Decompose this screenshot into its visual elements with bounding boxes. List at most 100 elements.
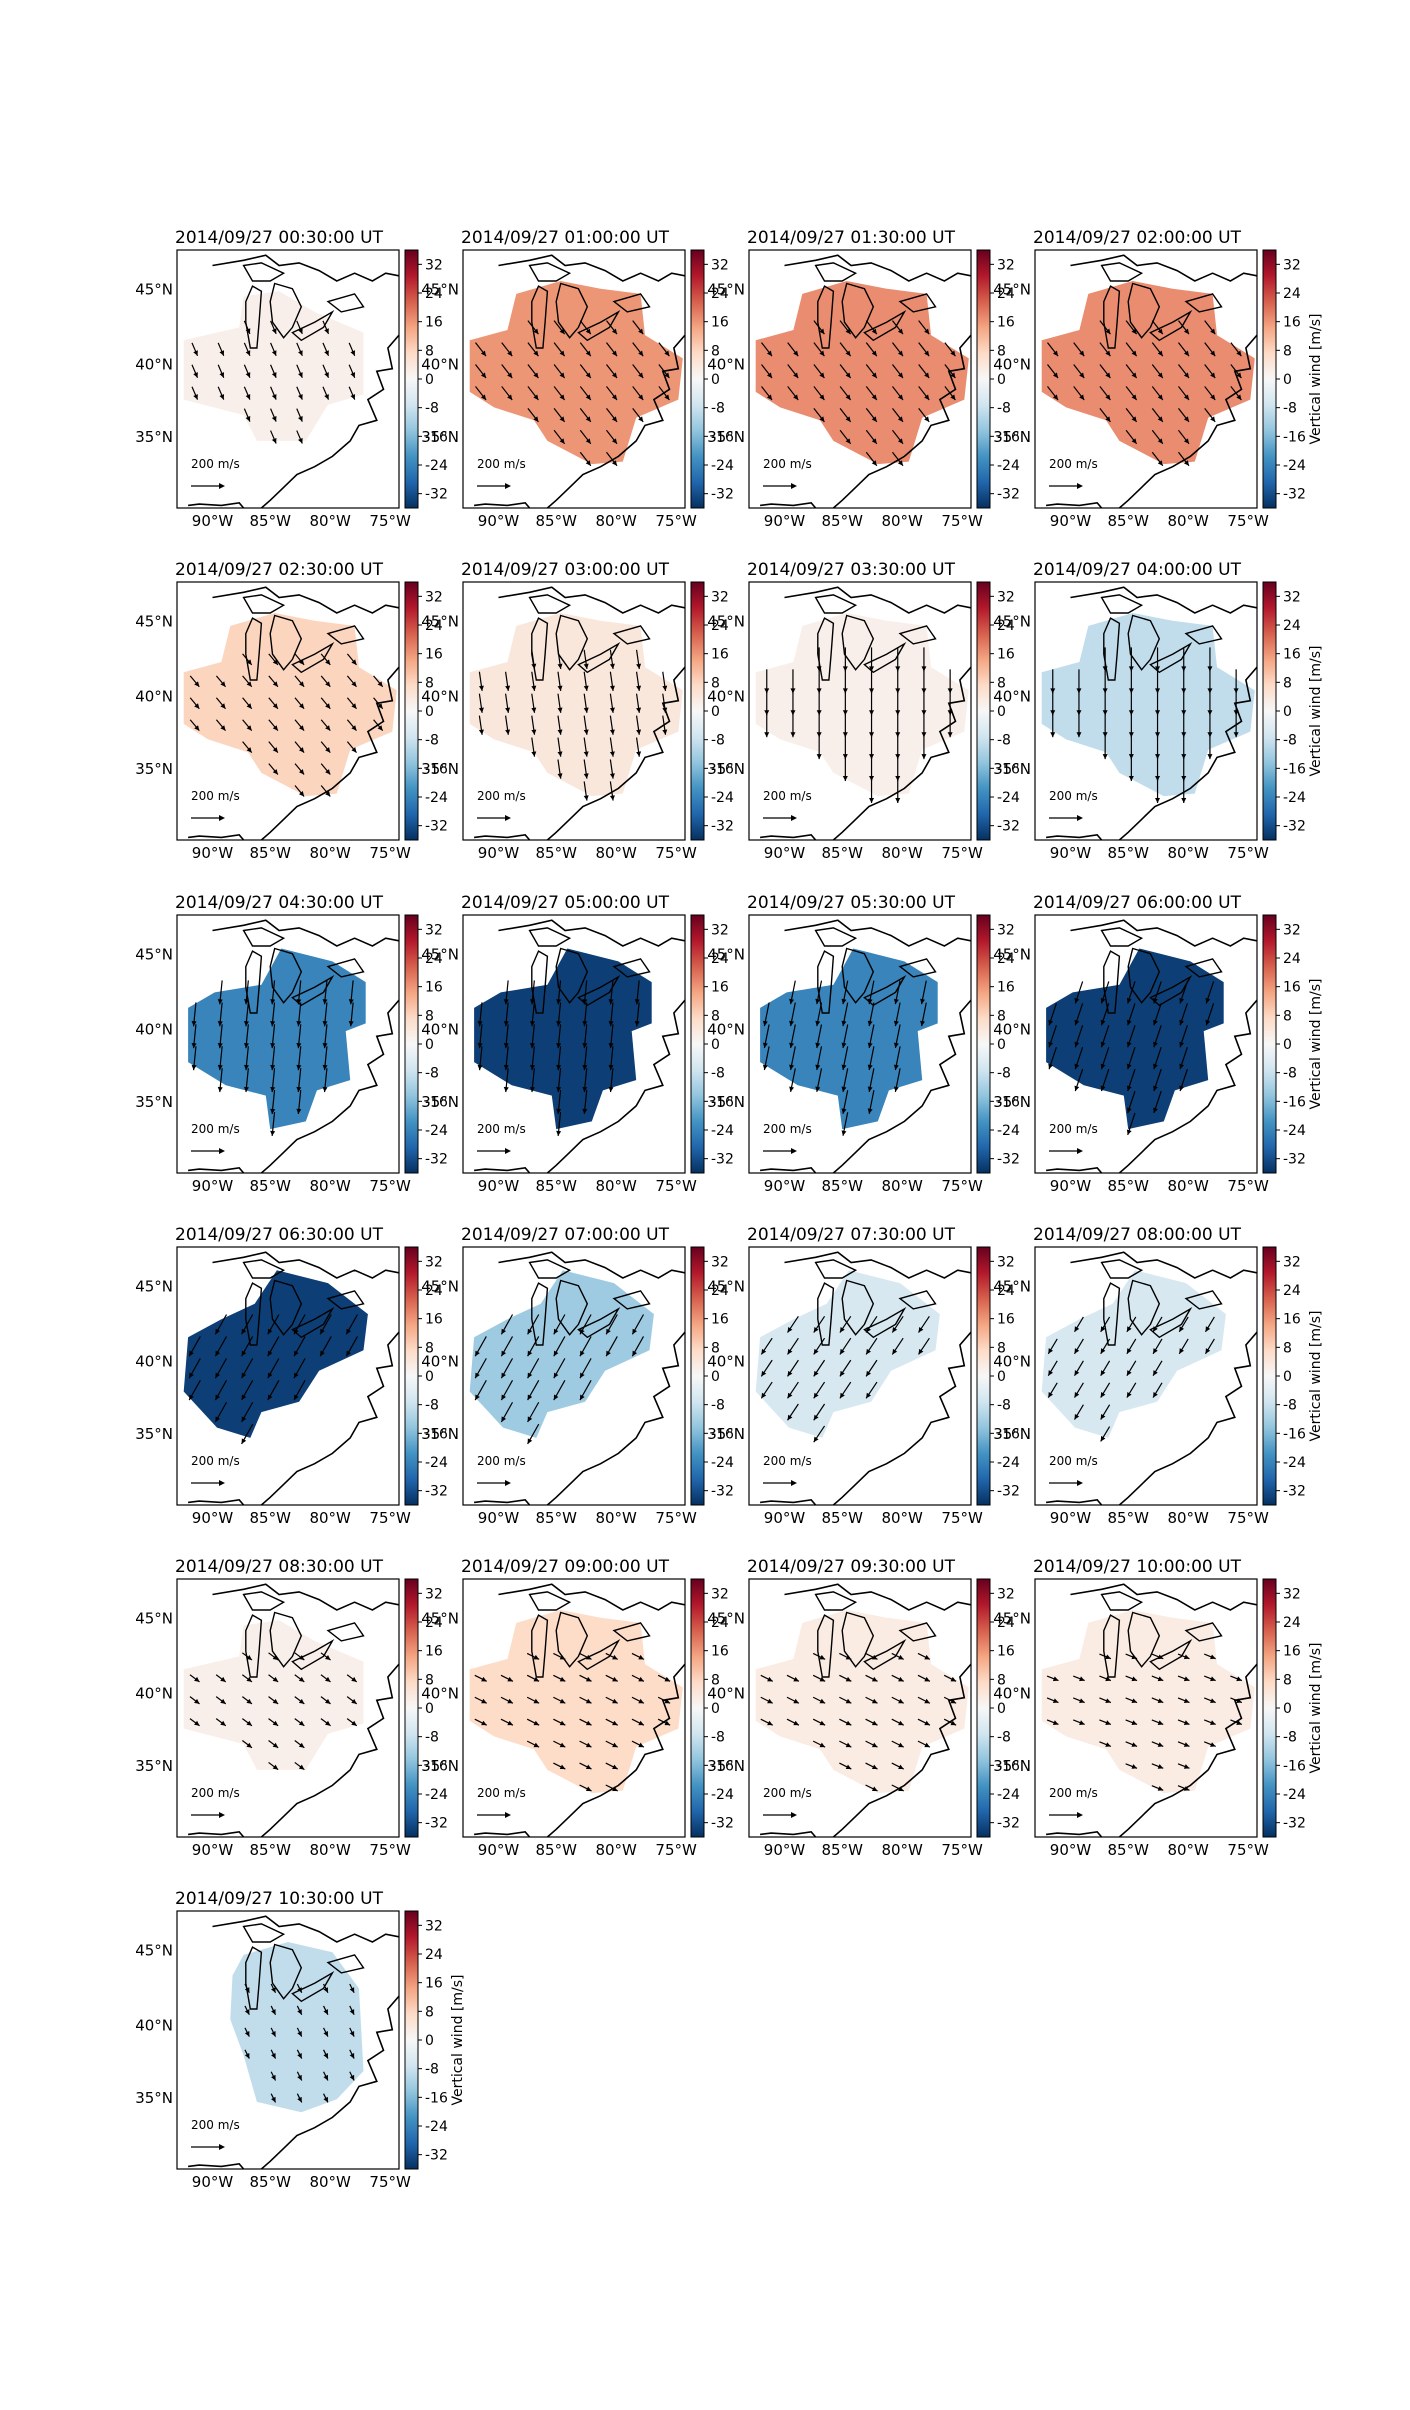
wind-arrow xyxy=(556,1090,562,1115)
wind-arrow xyxy=(1204,1338,1215,1355)
coastline xyxy=(498,1251,685,1279)
lon-tick-label: 85°W xyxy=(536,1841,578,1859)
colorbar-tick-label: -24 xyxy=(1283,458,1306,474)
colorbar: 32 24 16 8 0 -8 -16 -24 -32 xyxy=(976,1578,1020,1838)
wind-arrow xyxy=(531,671,537,691)
colorbar-tick-label: 8 xyxy=(1283,1672,1292,1688)
wind-arrow xyxy=(579,1762,592,1770)
colorbar-tick-label: -16 xyxy=(425,1758,448,1774)
wind-arrow xyxy=(188,1358,201,1379)
reference-arrow-label: 200 m/s xyxy=(191,1122,240,1136)
lake-outline xyxy=(898,958,937,978)
wind-arrow xyxy=(268,1696,279,1705)
wind-arrow xyxy=(1151,320,1164,335)
colorbar-label: Vertical wind [m/s] xyxy=(1308,1311,1324,1442)
wind-arrow xyxy=(270,1046,276,1071)
reference-arrow-label: 200 m/s xyxy=(477,789,526,803)
wind-arrow xyxy=(527,1401,540,1423)
wind-arrow xyxy=(1074,1025,1084,1048)
wind-arrow xyxy=(349,2027,355,2037)
reference-arrow: 200 m/s xyxy=(191,1454,240,1486)
lon-tick-label: 90°W xyxy=(192,844,234,862)
wind-arrow xyxy=(608,1024,614,1049)
reference-arrow: 200 m/s xyxy=(191,1786,240,1818)
wind-arrow xyxy=(865,1784,878,1792)
wind-arrow xyxy=(241,1696,253,1705)
wind-arrow xyxy=(526,1652,540,1660)
colorbar-tick-label: 0 xyxy=(711,1701,720,1717)
lat-tick-label: 45°N xyxy=(135,281,173,299)
wind-arrow xyxy=(842,735,848,760)
coastline xyxy=(474,1166,531,1173)
wind-arrow xyxy=(1204,342,1216,357)
map-frame xyxy=(1034,581,1258,841)
colorbar-tick-label: -8 xyxy=(1283,733,1297,749)
wind-arrow xyxy=(1125,1653,1138,1660)
wind-arrow xyxy=(553,1652,566,1660)
lake-outline xyxy=(531,1614,549,1678)
colorbar-tick-label: -24 xyxy=(997,458,1020,474)
wind-arrow xyxy=(662,715,668,735)
coastline xyxy=(832,1331,971,1505)
lake-outline xyxy=(326,958,365,978)
wind-arrow xyxy=(1100,1025,1110,1048)
colorbar-tick-label: -32 xyxy=(711,1152,734,1168)
wind-arrow xyxy=(1151,451,1164,467)
coastline xyxy=(260,1995,399,2169)
colorbar-tick-label: 0 xyxy=(1283,1369,1292,1385)
lat-tick-label: 35°N xyxy=(421,1425,459,1443)
lake-outline xyxy=(531,1282,549,1346)
wind-arrow xyxy=(1178,386,1190,401)
wind-arrow xyxy=(1204,386,1216,401)
lon-tick-label: 80°W xyxy=(595,1509,637,1527)
wind-arrow xyxy=(943,1718,957,1726)
wind-arrow xyxy=(270,320,277,335)
colorbar-tick-label: 32 xyxy=(425,1254,443,1270)
lon-tick-label: 80°W xyxy=(595,1841,637,1859)
wind-arrow xyxy=(529,1024,535,1049)
colorbar-tick-label: -16 xyxy=(711,429,734,445)
wind-arrow xyxy=(1203,1697,1216,1704)
wind-arrow xyxy=(1048,1025,1057,1048)
wind-arrow xyxy=(373,719,384,732)
vertical-wind-region xyxy=(469,613,683,797)
wind-arrow xyxy=(1100,1316,1111,1333)
wind-arrow xyxy=(531,649,537,670)
wind-arrow xyxy=(1151,1785,1164,1791)
panel-title: 2014/09/27 04:00:00 UT xyxy=(1033,560,1242,580)
reference-arrow: 200 m/s xyxy=(1049,1786,1098,1818)
wind-arrow xyxy=(1073,342,1085,357)
lat-tick-label: 40°N xyxy=(135,688,173,706)
coastline xyxy=(474,1498,531,1505)
wind-arrow xyxy=(841,980,849,1005)
wind-arrow xyxy=(865,386,878,401)
map-panel: 2014/09/27 10:00:00 UT 200 m/s 45°N 40°N 35°… xyxy=(993,1557,1324,1859)
colorbar-tick-label: 24 xyxy=(1283,1615,1301,1631)
lat-tick-label: 45°N xyxy=(135,613,173,631)
reference-arrow-label: 200 m/s xyxy=(191,789,240,803)
wind-arrow xyxy=(865,1381,878,1399)
wind-arrow xyxy=(346,653,357,666)
map-panel: 2014/09/27 04:00:00 UT 200 m/s 45°N 40°N 35°… xyxy=(993,560,1324,862)
reference-arrow: 200 m/s xyxy=(763,457,812,489)
wind-arrow xyxy=(241,1652,253,1661)
wind-arrow xyxy=(579,1740,592,1748)
lake-outline xyxy=(291,1970,335,2003)
lake-outline xyxy=(817,285,835,349)
lon-tick-label: 80°W xyxy=(309,1177,351,1195)
wind-arrow xyxy=(1073,1338,1084,1355)
lake-outline xyxy=(817,617,835,681)
wind-arrow xyxy=(1178,1338,1189,1355)
wind-arrow xyxy=(813,1337,826,1355)
wind-arrow xyxy=(842,647,848,672)
colorbar-tick-label: 0 xyxy=(997,1369,1006,1385)
wind-arrow xyxy=(839,429,852,445)
lon-tick-label: 85°W xyxy=(250,2173,292,2191)
wind-arrow xyxy=(1073,1697,1085,1704)
lon-tick-label: 90°W xyxy=(478,1509,520,1527)
wind-arrow xyxy=(891,1740,904,1748)
colorbar-tick-label: 16 xyxy=(425,1644,443,1660)
panel-title: 2014/09/27 09:00:00 UT xyxy=(461,1557,670,1577)
wind-arrow xyxy=(1102,669,1108,694)
wind-arrow xyxy=(553,407,566,423)
